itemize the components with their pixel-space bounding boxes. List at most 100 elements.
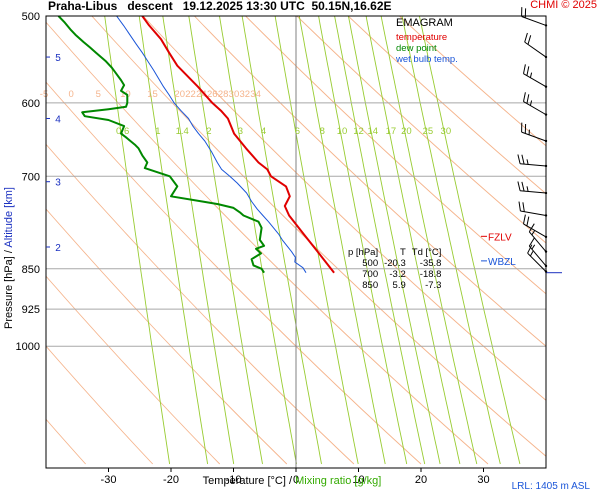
x-tick-label: -10 — [226, 474, 242, 486]
mixing-ratio-label: 12 — [353, 126, 364, 137]
wind-barb-flag — [528, 237, 535, 247]
altitude-tick-label: 5 — [55, 53, 61, 64]
wind-barb-shaft — [520, 190, 547, 194]
dry-adiabat-label: 20 — [174, 89, 185, 100]
wind-barb-flag — [522, 202, 525, 212]
dry-adiabat-label: 5 — [96, 89, 101, 100]
wind-barb-shaft — [523, 223, 547, 238]
dry-adiabat-line — [347, 16, 546, 195]
dry-adiabat-line — [46, 21, 489, 465]
wind-barb-shaft — [528, 231, 547, 252]
wind-barb-flag — [527, 35, 532, 45]
dry-adiabat-label: -5 — [40, 89, 48, 100]
wind-barb-flag — [528, 223, 535, 233]
pressure-tick-label: 850 — [22, 264, 40, 276]
y-axis-label-pressure: Pressure [hPa] — [3, 253, 15, 329]
dry-adiabat-label: 30 — [229, 89, 240, 100]
wind-barb-flag — [523, 64, 526, 74]
dry-adiabat-label: 24 — [196, 89, 207, 100]
wind-barb-shaft — [523, 101, 547, 116]
summary-row: 700 -3.2 -18.8 — [345, 269, 444, 280]
legend: EMAGRAM temperature dew point wet bulb t… — [396, 17, 458, 66]
y-axis-label-separator: / — [3, 248, 15, 254]
mixing-ratio-line — [380, 16, 478, 465]
altitude-tick-label: 3 — [55, 178, 61, 189]
wind-barb-flag — [526, 216, 530, 227]
summary-cell: 850 — [362, 280, 379, 291]
isobar-grid — [46, 15, 546, 468]
wind-barb-flag — [517, 154, 521, 164]
altitude-tick-label: 4 — [55, 114, 61, 125]
dry-adiabat-line — [46, 143, 355, 465]
wind-barb-flag — [523, 214, 526, 225]
summary-header-row: p [hPa] T Td [°C] — [345, 247, 444, 258]
mixing-ratio-label: 30 — [441, 126, 452, 137]
wind-barb-half-flag — [529, 100, 533, 106]
x-tick-label: 20 — [415, 474, 427, 486]
mixing-ratio-label: 25 — [423, 126, 434, 137]
wind-barb-shaft — [524, 41, 547, 58]
x-tick-label: 0 — [293, 474, 299, 486]
summary-cell: 700 — [362, 269, 379, 280]
wind-barb-half-flag — [531, 230, 536, 236]
dry-adiabat-label: 0 — [69, 89, 74, 100]
pressure-tick-label: 500 — [22, 11, 40, 23]
dry-adiabat-line — [46, 208, 288, 465]
x-tick-label: 30 — [477, 474, 489, 486]
summary-cell: -18.8 — [419, 269, 442, 280]
mixing-ratio-line — [241, 16, 322, 465]
mixing-ratio-label: 10 — [337, 126, 348, 137]
mixing-ratio-label: 3 — [238, 126, 243, 137]
mixing-ratio-label: 6 — [295, 126, 300, 137]
pressure-tick-label: 1000 — [16, 341, 40, 353]
wind-barb-flag — [517, 181, 521, 191]
legend-wet-bulb: wet bulb temp. — [396, 54, 458, 65]
y-axis-label-altitude: Altitude [km] — [3, 187, 15, 248]
dry-adiabat-line — [142, 16, 546, 401]
mixing-ratio-label: 1.4 — [176, 126, 189, 137]
summary-cell: -7.3 — [425, 280, 442, 291]
legend-dew-point: dew point — [396, 43, 437, 54]
temperature-line — [141, 16, 335, 274]
legend-title: EMAGRAM — [396, 17, 453, 29]
mixing-ratio-line — [298, 16, 386, 465]
x-axis-label: Temperature [°C] / Mixing ratio [g/kg] — [203, 475, 382, 487]
axes: -30 -20 -10 0 10 20 3050060070085092510002345T… — [3, 11, 547, 487]
x-tick-label: -30 — [101, 474, 117, 486]
x-tick-label: -20 — [163, 474, 179, 486]
dry-adiabat-label: 15 — [147, 89, 158, 100]
dry-adiabat-label: 32 — [240, 89, 251, 100]
wind-barb-flag — [518, 201, 521, 212]
dry-adiabat-line — [399, 16, 546, 147]
wind-barb-half-flag — [529, 251, 534, 257]
summary-cell: -3.2 — [389, 269, 406, 280]
mixing-ratio-line — [334, 16, 426, 465]
wind-barb-half-flag — [526, 186, 529, 192]
mixing-ratio-line — [138, 16, 209, 465]
wind-barb-shaft — [521, 131, 547, 142]
summary-table: p [hPa] T Td [°C] 500 -20.3 -35.8 700 -3… — [345, 247, 444, 291]
x-axis-label-mixing-ratio: Mixing ratio [g/kg] — [295, 475, 381, 487]
mixing-ratio-line — [219, 16, 297, 465]
dry-adiabat-line — [194, 16, 546, 347]
wet-bulb-line — [116, 16, 307, 273]
mixing-ratio-line — [274, 16, 359, 465]
wind-barbs — [517, 7, 562, 274]
wind-barb-half-flag — [526, 159, 529, 165]
wind-barb-flag — [523, 92, 526, 102]
altitude-tick-label: 2 — [55, 243, 61, 254]
mixing-ratio-line — [347, 16, 441, 465]
dry-adiabat-label: 22 — [185, 89, 196, 100]
dry-adiabat-line — [46, 345, 154, 465]
x-tick-label: 10 — [352, 474, 364, 486]
dry-adiabat-label: 28 — [218, 89, 229, 100]
dew-point-line — [57, 16, 266, 274]
dry-adiabat-line — [245, 16, 546, 295]
dry-adiabat-line — [46, 81, 422, 465]
mixing-ratio-label: 2 — [206, 126, 211, 137]
x-axis-label-temperature: Temperature [°C] — [203, 475, 289, 487]
dry-adiabat-line — [296, 16, 546, 244]
wind-barb-shaft — [521, 16, 547, 26]
mixing-ratio-line — [104, 16, 171, 465]
